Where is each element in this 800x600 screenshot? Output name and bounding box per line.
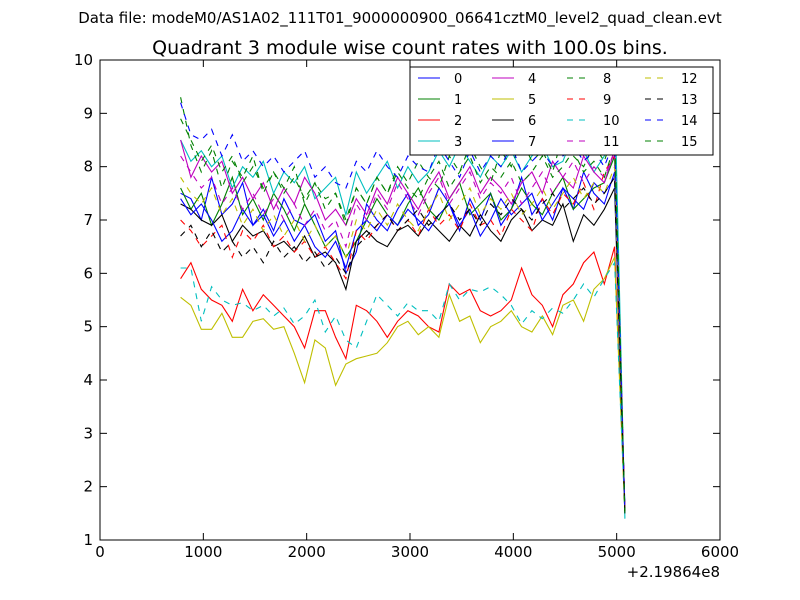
x-tick-label: 1000: [184, 543, 222, 561]
legend-label-module-3: 3: [454, 135, 462, 150]
y-tick-label: 7: [83, 211, 93, 229]
x-tick-label: 5000: [598, 543, 636, 561]
series-line-module-14: [180, 102, 626, 514]
y-tick-label: 5: [83, 318, 93, 336]
y-tick-label: 8: [83, 158, 93, 176]
series-layer: [180, 86, 626, 519]
y-tick-label: 4: [83, 371, 93, 389]
legend-label-module-12: 12: [681, 72, 698, 87]
chart-title: Quadrant 3 module wise count rates with …: [152, 37, 668, 59]
x-tick-label: 0: [95, 543, 105, 561]
legend-label-module-8: 8: [603, 72, 611, 87]
series-line-module-0: [180, 170, 626, 509]
legend-label-module-1: 1: [454, 93, 462, 108]
series-line-module-6: [180, 187, 626, 514]
series-line-module-13: [180, 175, 626, 514]
x-tick-label: 2000: [288, 543, 326, 561]
legend-box: [409, 66, 714, 156]
x-tick-label: 3000: [391, 543, 429, 561]
legend-label-module-0: 0: [454, 72, 462, 87]
series-line-module-12: [180, 166, 626, 514]
legend-label-module-7: 7: [528, 135, 536, 150]
series-line-module-2: [180, 246, 626, 514]
series-line-module-9: [180, 154, 626, 509]
legend-label-module-11: 11: [603, 135, 620, 150]
series-line-module-10: [180, 260, 626, 514]
series-line-module-11: [180, 150, 626, 514]
legend-label-module-9: 9: [603, 93, 611, 108]
legend-label-module-5: 5: [528, 93, 536, 108]
x-tick-label: 4000: [494, 543, 532, 561]
legend-label-module-10: 10: [603, 114, 620, 129]
legend-label-module-2: 2: [454, 114, 462, 129]
y-tick-label: 2: [83, 478, 93, 496]
series-line-module-5: [180, 257, 626, 514]
legend-label-module-14: 14: [681, 114, 698, 129]
x-axis: 0 1000 2000 3000 4000 5000 6000: [95, 60, 739, 561]
y-tick-label: 1: [83, 531, 93, 549]
y-tick-label: 9: [83, 104, 93, 122]
legend-label-module-15: 15: [681, 135, 698, 150]
x-tick-label: 6000: [701, 543, 739, 561]
y-tick-label: 3: [83, 424, 93, 442]
series-line-module-1: [180, 155, 626, 514]
y-tick-label: 6: [83, 264, 93, 282]
series-line-module-7: [180, 175, 626, 509]
legend-label-module-13: 13: [681, 93, 698, 108]
series-line-module-8: [180, 97, 626, 514]
series-line-module-15: [180, 118, 626, 514]
x-offset-label: +2.19864e8: [627, 563, 720, 581]
legend-label-module-4: 4: [528, 72, 536, 87]
y-tick-label: 10: [74, 51, 93, 69]
legend-label-module-6: 6: [528, 114, 536, 129]
figure-suptitle: Data file: modeM0/AS1A02_111T01_90000009…: [78, 9, 722, 28]
